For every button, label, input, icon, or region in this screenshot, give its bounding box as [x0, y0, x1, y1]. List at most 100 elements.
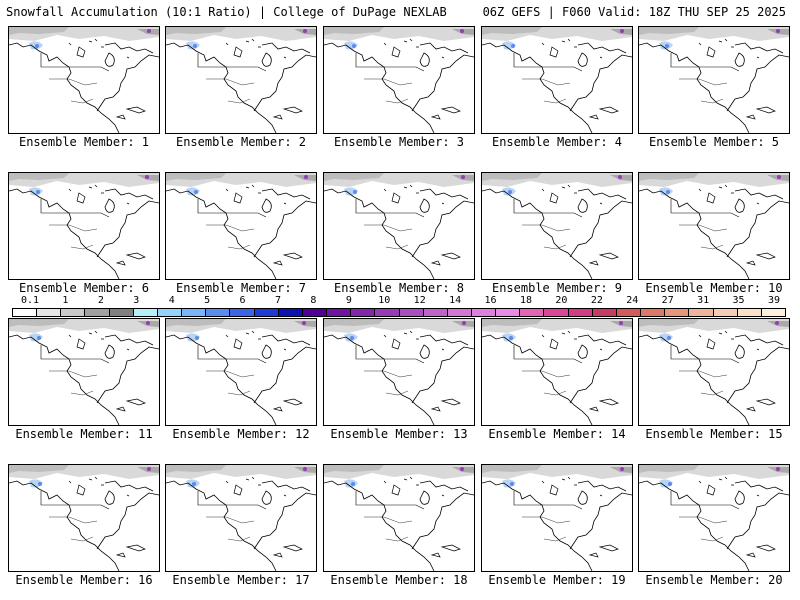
colorbar-tick-label: 6: [239, 295, 246, 306]
header-title: Snowfall Accumulation (10:1 Ratio) | Col…: [6, 5, 447, 19]
colorbar-swatch: [206, 309, 231, 316]
map-canvas: [324, 27, 474, 133]
map-canvas: [639, 465, 789, 571]
colorbar-swatch: [471, 309, 497, 316]
colorbar-swatch: [616, 309, 642, 316]
colorbar-tick-label: 24: [626, 295, 639, 306]
colorbar-tick-label: 20: [555, 295, 568, 306]
colorbar-swatch: [85, 309, 110, 316]
colorbar-swatch: [278, 309, 303, 316]
colorbar-tick-label: 18: [519, 295, 533, 306]
colorbar-tick-label: 7: [274, 295, 282, 306]
colorbar-tick-label: 4: [168, 295, 175, 306]
map-canvas: [324, 173, 474, 279]
map-header: Snowfall Accumulation (10:1 Ratio) | Col…: [0, 0, 800, 24]
ensemble-map-panel: [8, 318, 160, 426]
colorbar-swatch: [61, 309, 86, 316]
ensemble-map-panel: [638, 318, 790, 426]
ensemble-map-panel: [638, 172, 790, 280]
ensemble-member-label: Ensemble Member: 4: [491, 135, 623, 149]
ensemble-member-label: Ensemble Member: 11: [15, 427, 153, 441]
ensemble-map-panel: [8, 464, 160, 572]
colorbar-tick-label: 3: [133, 295, 140, 306]
colorbar-swatch: [423, 309, 448, 316]
colorbar-tick-label: 0.1: [20, 295, 40, 306]
colorbar-swatch: [254, 309, 279, 316]
colorbar-swatch: [641, 309, 666, 316]
colorbar-tick-label: 5: [204, 295, 211, 306]
ensemble-map-panel: [323, 464, 475, 572]
map-canvas: [166, 173, 316, 279]
ensemble-member-label: Ensemble Member: 15: [645, 427, 783, 441]
ensemble-map-panel: [481, 26, 633, 134]
colorbar-tick-label: 1: [62, 295, 69, 306]
colorbar-swatch: [568, 309, 593, 316]
colorbar-swatch: [761, 309, 785, 316]
map-canvas: [324, 319, 474, 425]
ensemble-member-label: Ensemble Member: 3: [333, 135, 465, 149]
ensemble-map-panel: [638, 26, 790, 134]
colorbar-tick-label: 31: [697, 295, 710, 306]
colorbar-swatch: [520, 309, 545, 316]
ensemble-member-label: Ensemble Member: 9: [491, 281, 623, 295]
colorbar-tick-label: 9: [345, 295, 352, 306]
colorbar-swatch: [109, 309, 134, 316]
colorbar-swatch: [713, 309, 738, 316]
colorbar-swatch: [447, 309, 472, 316]
colorbar-swatch: [737, 309, 762, 316]
map-canvas: [9, 319, 159, 425]
colorbar-swatch: [544, 309, 569, 316]
colorbar-tick-label: 16: [484, 295, 497, 306]
ensemble-member-label: Ensemble Member: 6: [18, 281, 150, 295]
colorbar-tick-label: 27: [661, 295, 674, 306]
map-canvas: [482, 27, 632, 133]
ensemble-map-panel: [8, 172, 160, 280]
map-canvas: [166, 27, 316, 133]
colorbar-tick-label: 12: [413, 295, 426, 306]
colorbar-swatch: [665, 309, 690, 316]
map-canvas: [9, 465, 159, 571]
ensemble-map-panel: [481, 318, 633, 426]
ensemble-member-label: Ensemble Member: 10: [645, 281, 783, 295]
ensemble-map-panel: [323, 172, 475, 280]
map-canvas: [166, 465, 316, 571]
colorbar-swatch: [37, 309, 62, 316]
colorbar-swatch: [496, 309, 521, 316]
map-canvas: [639, 319, 789, 425]
ensemble-member-label: Ensemble Member: 18: [330, 573, 468, 587]
colorbar-tick-label: 39: [767, 295, 781, 306]
colorbar-swatch: [375, 309, 400, 316]
colorbar-tick-label: 14: [449, 295, 462, 306]
header-valid-time: 06Z GEFS | F060 Valid: 18Z THU SEP 25 20…: [482, 5, 786, 19]
ensemble-member-label: Ensemble Member: 2: [175, 135, 307, 149]
colorbar-swatch: [399, 309, 424, 316]
ensemble-member-label: Ensemble Member: 1: [18, 135, 150, 149]
ensemble-member-label: Ensemble Member: 5: [648, 135, 780, 149]
colorbar-tick-label: 2: [97, 295, 104, 306]
ensemble-map-panel: [323, 318, 475, 426]
ensemble-map-panel: [165, 464, 317, 572]
colorbar-swatch: [302, 309, 328, 316]
ensemble-member-label: Ensemble Member: 20: [645, 573, 783, 587]
map-canvas: [482, 465, 632, 571]
colorbar-tick-label: 22: [590, 295, 603, 306]
colorbar-swatch: [182, 309, 207, 316]
colorbar-swatch: [592, 309, 617, 316]
map-canvas: [324, 465, 474, 571]
colorbar-swatch: [133, 309, 158, 316]
ensemble-member-label: Ensemble Member: 16: [15, 573, 153, 587]
ensemble-member-label: Ensemble Member: 12: [172, 427, 310, 441]
map-canvas: [639, 173, 789, 279]
ensemble-member-label: Ensemble Member: 13: [330, 427, 468, 441]
ensemble-member-label: Ensemble Member: 14: [488, 427, 626, 441]
ensemble-map-panel: [8, 26, 160, 134]
colorbar-swatch: [689, 309, 714, 316]
map-canvas: [639, 27, 789, 133]
ensemble-map-panel: [165, 318, 317, 426]
colorbar-swatch: [230, 309, 255, 316]
ensemble-member-label: Ensemble Member: 8: [333, 281, 465, 295]
ensemble-map-panel: [165, 26, 317, 134]
map-canvas: [9, 173, 159, 279]
ensemble-member-label: Ensemble Member: 19: [488, 573, 626, 587]
colorbar-labels: 0.1 1 2 3 4 5 6 7 8 9 10 12 14 16 18 20 22 24 27 31 35 39: [12, 295, 786, 307]
